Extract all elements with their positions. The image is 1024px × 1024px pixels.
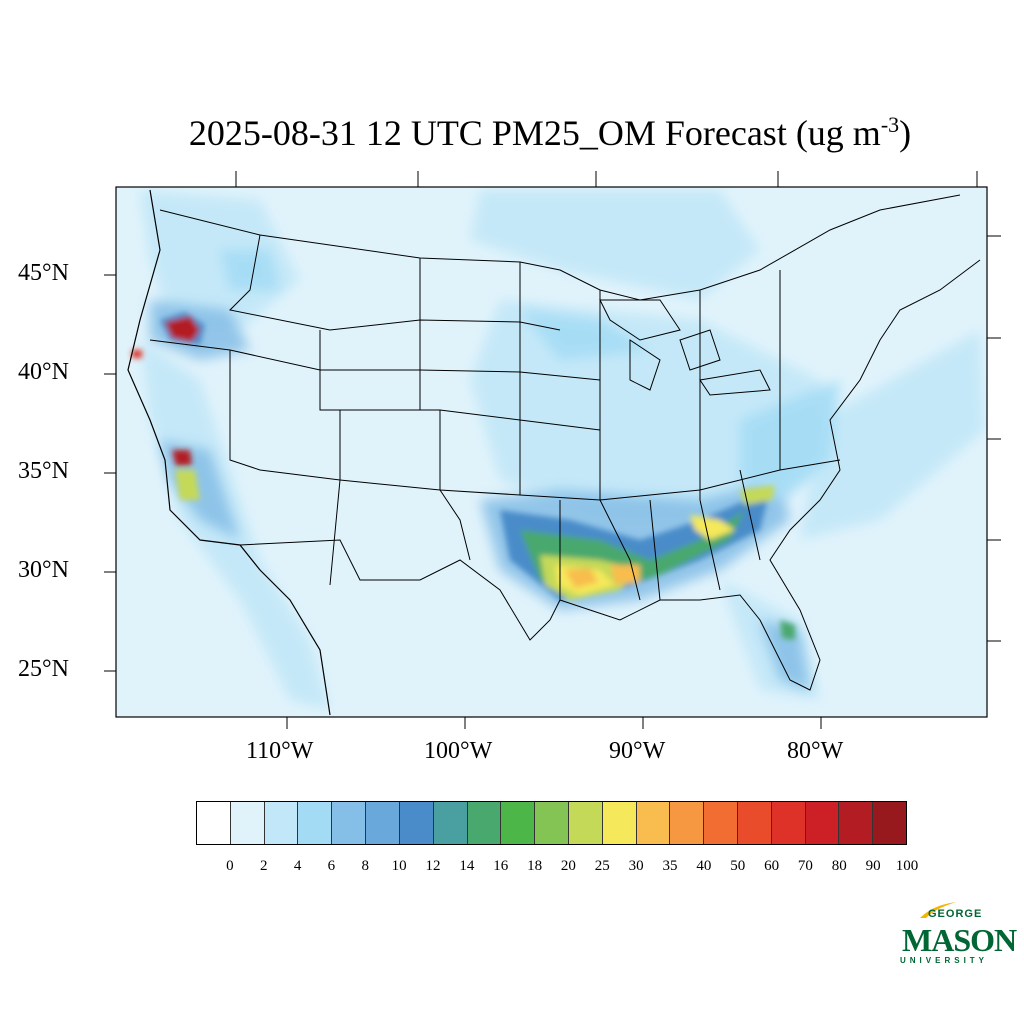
colorbar-label: 30 [628, 858, 644, 874]
colorbar-label: 8 [361, 858, 370, 874]
colorbar-swatch [230, 802, 265, 844]
axis-ticks [104, 171, 1001, 729]
colorbar-label: 16 [493, 858, 509, 874]
map-title: 2025-08-31 12 UTC PM25_OM Forecast (ug m… [188, 112, 912, 153]
colorbar-label: 0 [226, 858, 234, 874]
lat-label-35n: 35°N [18, 458, 69, 484]
colorbar-label: 18 [527, 858, 543, 874]
colorbar-swatch [366, 802, 400, 844]
map-frame [115, 186, 988, 718]
colorbar-swatch [670, 802, 705, 844]
colorbar-label: 35 [662, 858, 678, 874]
colorbar-label: 100 [895, 858, 919, 874]
colorbar-swatch [839, 802, 874, 844]
colorbar-swatch [433, 802, 468, 844]
colorbar-swatch [399, 802, 434, 844]
lon-label-110w: 110°W [246, 738, 314, 764]
colorbar-swatch [771, 802, 806, 844]
lat-label-30n: 30°N [18, 557, 69, 583]
colorbar-label: 2 [259, 858, 268, 874]
colorbar [196, 801, 907, 845]
logo-george: GEORGE [928, 908, 983, 920]
colorbar-label: 12 [425, 858, 441, 874]
colorbar-swatch [636, 802, 671, 844]
colorbar-label: 50 [730, 858, 746, 874]
colorbar-label: 40 [696, 858, 712, 874]
colorbar-label: 20 [560, 858, 576, 874]
colorbar-swatch [602, 802, 637, 844]
colorbar-label: 10 [391, 858, 407, 874]
colorbar-swatch [704, 802, 738, 844]
colorbar-swatch [332, 802, 367, 844]
lon-label-80w: 80°W [787, 738, 844, 764]
colorbar-swatch [264, 802, 299, 844]
colorbar-label: 80 [831, 858, 847, 874]
colorbar-label: 60 [764, 858, 780, 874]
colorbar-label: 90 [865, 858, 881, 874]
george-mason-logo: GEORGE MASON UNIVERSITY [898, 900, 1017, 970]
lat-label-45n: 45°N [18, 260, 69, 286]
lon-label-100w: 100°W [424, 738, 493, 764]
colorbar-swatch [197, 802, 231, 844]
colorbar-label: 14 [459, 858, 475, 874]
colorbar-swatch [467, 802, 502, 844]
colorbar-swatch [738, 802, 772, 844]
colorbar-swatch [805, 802, 840, 844]
logo-university: UNIVERSITY [900, 956, 989, 965]
colorbar-swatch [501, 802, 536, 844]
colorbar-label: 25 [594, 858, 610, 874]
concentration-field [116, 187, 987, 717]
lon-label-90w: 90°W [609, 738, 666, 764]
colorbar-label: 6 [327, 858, 336, 874]
boundary-lines [127, 189, 981, 716]
lat-label-40n: 40°N [18, 359, 69, 385]
colorbar-label: 4 [293, 858, 302, 874]
colorbar-label: 70 [797, 858, 813, 874]
logo-swoosh-icon [920, 902, 956, 918]
colorbar-swatch [298, 802, 333, 844]
logo-mason: MASON [902, 922, 1017, 958]
colorbar-swatch [535, 802, 569, 844]
colorbar-swatch [568, 802, 603, 844]
colorbar-labels: 0 2 4 6 8 10 12 14 16 18 20 25 30 35 40 50 60 70 80 90 100 [0, 858, 1024, 878]
lat-label-25n: 25°N [18, 656, 69, 682]
colorbar-swatch [873, 802, 907, 844]
